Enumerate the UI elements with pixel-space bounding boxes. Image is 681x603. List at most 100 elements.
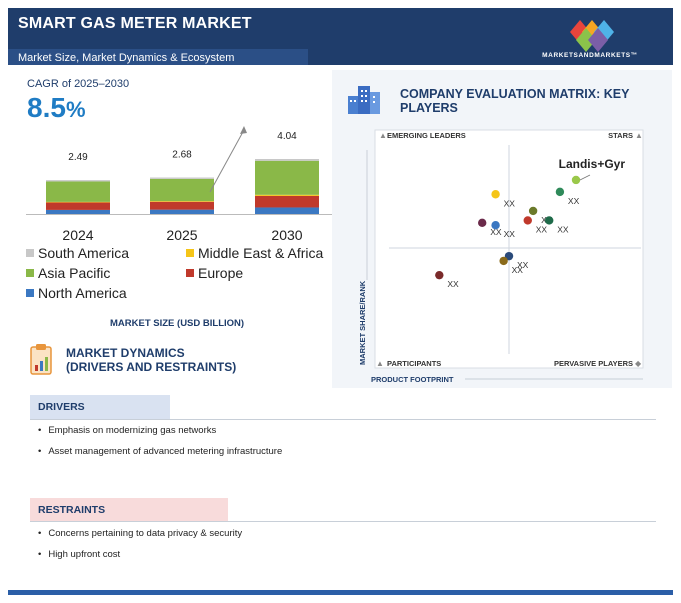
player-point-3 (528, 206, 538, 216)
bar-segment-north-america-2025 (150, 209, 214, 214)
matrix-points: XXXXXXXXXXXXXXXXXXXX (435, 174, 591, 289)
cagr-number: 8.5 (27, 92, 66, 123)
player-point-5 (523, 216, 532, 225)
player-point-2 (491, 190, 500, 199)
cagr-label: CAGR of 2025–2030 (27, 78, 130, 90)
highlight-company-label: Landis+Gyr (559, 157, 626, 171)
bar-chart-svg: 2.49 2024 2.68 2025 4.04 2030 (26, 126, 338, 243)
stars-icon: ▲ (635, 131, 643, 140)
player-label-10: XX (447, 279, 459, 289)
legend-item-asia-pacific: Asia Pacific (26, 265, 110, 281)
bar-segment-south-america-2025 (150, 177, 214, 179)
player-label-2: XX (504, 198, 516, 208)
player-label-7: XX (504, 229, 516, 239)
legend-label: South America (38, 245, 130, 261)
subtitle-band (8, 49, 308, 65)
driver-item: Emphasis on modernizing gas networks (38, 425, 216, 436)
player-label-5: XX (536, 224, 548, 234)
market-size-axis-label: MARKET SIZE (USD BILLION) (110, 318, 245, 329)
logo-diamonds-icon (570, 20, 614, 52)
player-label-6: XX (490, 227, 502, 237)
page-title: SMART GAS METER MARKET (18, 15, 252, 32)
player-point-0 (571, 175, 581, 185)
bar-segment-south-america-2030 (255, 159, 319, 161)
bar-segment-europe-2025 (150, 201, 214, 210)
dynamics-title-line1: MARKET DYNAMICS (66, 346, 185, 360)
legend-label: Asia Pacific (38, 265, 111, 281)
quadrant-pervasive-players: PERVASIVE PLAYERS (554, 359, 633, 368)
player-label-1: XX (568, 196, 580, 206)
legend-item-europe: Europe (186, 265, 243, 281)
legend-item-south-america: South America (26, 245, 129, 261)
quadrant-participants: PARTICIPANTS (387, 359, 441, 368)
footer-bar (8, 590, 673, 595)
legend-swatch (186, 249, 194, 257)
legend-swatch (26, 289, 34, 297)
player-point-10 (435, 270, 444, 280)
matrix-y-axis-label: MARKET SHARE/RANK (358, 280, 367, 365)
legend-label: Middle East & Africa (198, 245, 324, 261)
legend-swatch (26, 249, 34, 257)
player-point-9 (499, 256, 508, 266)
player-point-6 (478, 218, 487, 228)
bar-segment-south-america-2024 (46, 180, 110, 182)
clipboard-chart-icon (30, 343, 52, 375)
growth-arrow-head (240, 126, 247, 134)
bar-total-label-2025: 2.68 (172, 150, 192, 161)
matrix-x-axis-label: PRODUCT FOOTPRINT (371, 375, 454, 384)
player-label-4: XX (557, 224, 569, 234)
driver-item: Asset management of advanced metering in… (38, 446, 282, 457)
logo-text: MARKETSANDMARKETS™ (542, 52, 638, 59)
evaluation-matrix-chart: EMERGING LEADERS STARS PARTICIPANTS PERV… (358, 129, 644, 384)
bar-segment-europe-2030 (255, 195, 319, 208)
bar-segment-middle-east-africa-2024 (46, 201, 110, 203)
player-label-9: XX (512, 265, 524, 275)
x-tick-label-2025: 2025 (166, 227, 197, 243)
bar-segment-asia-pacific-2030 (255, 160, 319, 195)
legend-label: Europe (198, 265, 244, 281)
player-point-1 (555, 187, 565, 197)
emerging-leaders-icon: ▲ (379, 131, 387, 140)
legend-swatch (26, 269, 34, 277)
pervasive-players-icon: ◆ (635, 359, 642, 368)
player-point-7 (491, 221, 500, 230)
brand-logo: MARKETSANDMARKETS™ (535, 14, 645, 60)
x-tick-label-2030: 2030 (271, 227, 302, 243)
header-banner: SMART GAS METER MARKET Market Size, Mark… (8, 8, 673, 65)
restraints-tag: RESTRAINTS (30, 498, 228, 522)
legend-item-mea: Middle East & Africa (186, 245, 323, 261)
restraint-item: High upfront cost (38, 549, 120, 560)
market-size-bar-chart: 2.49 2024 2.68 2025 4.04 2030 (20, 120, 340, 250)
player-point-4 (545, 216, 554, 225)
market-dynamics-title: MARKET DYNAMICS (DRIVERS AND RESTRAINTS) (66, 346, 236, 374)
player-label-8: XX (517, 260, 529, 270)
growth-arrow-line (209, 129, 245, 193)
legend-swatch (186, 269, 194, 277)
restraints-divider (30, 521, 656, 522)
legend-label: North America (38, 285, 127, 301)
bar-segment-north-america-2024 (46, 209, 110, 214)
bar-total-label-2030: 4.04 (277, 131, 297, 142)
drivers-divider (30, 419, 656, 420)
cagr-value: 8.5% (27, 92, 86, 124)
restraint-item: Concerns pertaining to data privacy & se… (38, 528, 242, 539)
bar-segment-asia-pacific-2025 (150, 178, 214, 202)
legend-item-north-america: North America (26, 285, 127, 301)
bar-segment-asia-pacific-2024 (46, 181, 110, 202)
bar-segment-north-america-2030 (255, 207, 319, 214)
buildings-icon (346, 80, 382, 116)
quadrant-emerging-leaders: EMERGING LEADERS (387, 131, 466, 140)
drivers-tag: DRIVERS (30, 395, 170, 419)
x-tick-label-2024: 2024 (62, 227, 93, 243)
matrix-title: COMPANY EVALUATION MATRIX: KEY PLAYERS (400, 87, 630, 115)
player-point-8 (504, 251, 514, 261)
bar-segment-europe-2024 (46, 202, 110, 210)
bar-segment-middle-east-africa-2030 (255, 194, 319, 196)
page-subtitle: Market Size, Market Dynamics & Ecosystem (18, 52, 235, 64)
bar-total-label-2024: 2.49 (68, 152, 88, 163)
player-leader-line-0 (579, 174, 591, 181)
quadrant-stars: STARS (608, 131, 633, 140)
cagr-unit: % (65, 97, 86, 122)
dynamics-title-line2: (DRIVERS AND RESTRAINTS) (66, 360, 237, 374)
participants-icon: ▲ (376, 359, 384, 368)
